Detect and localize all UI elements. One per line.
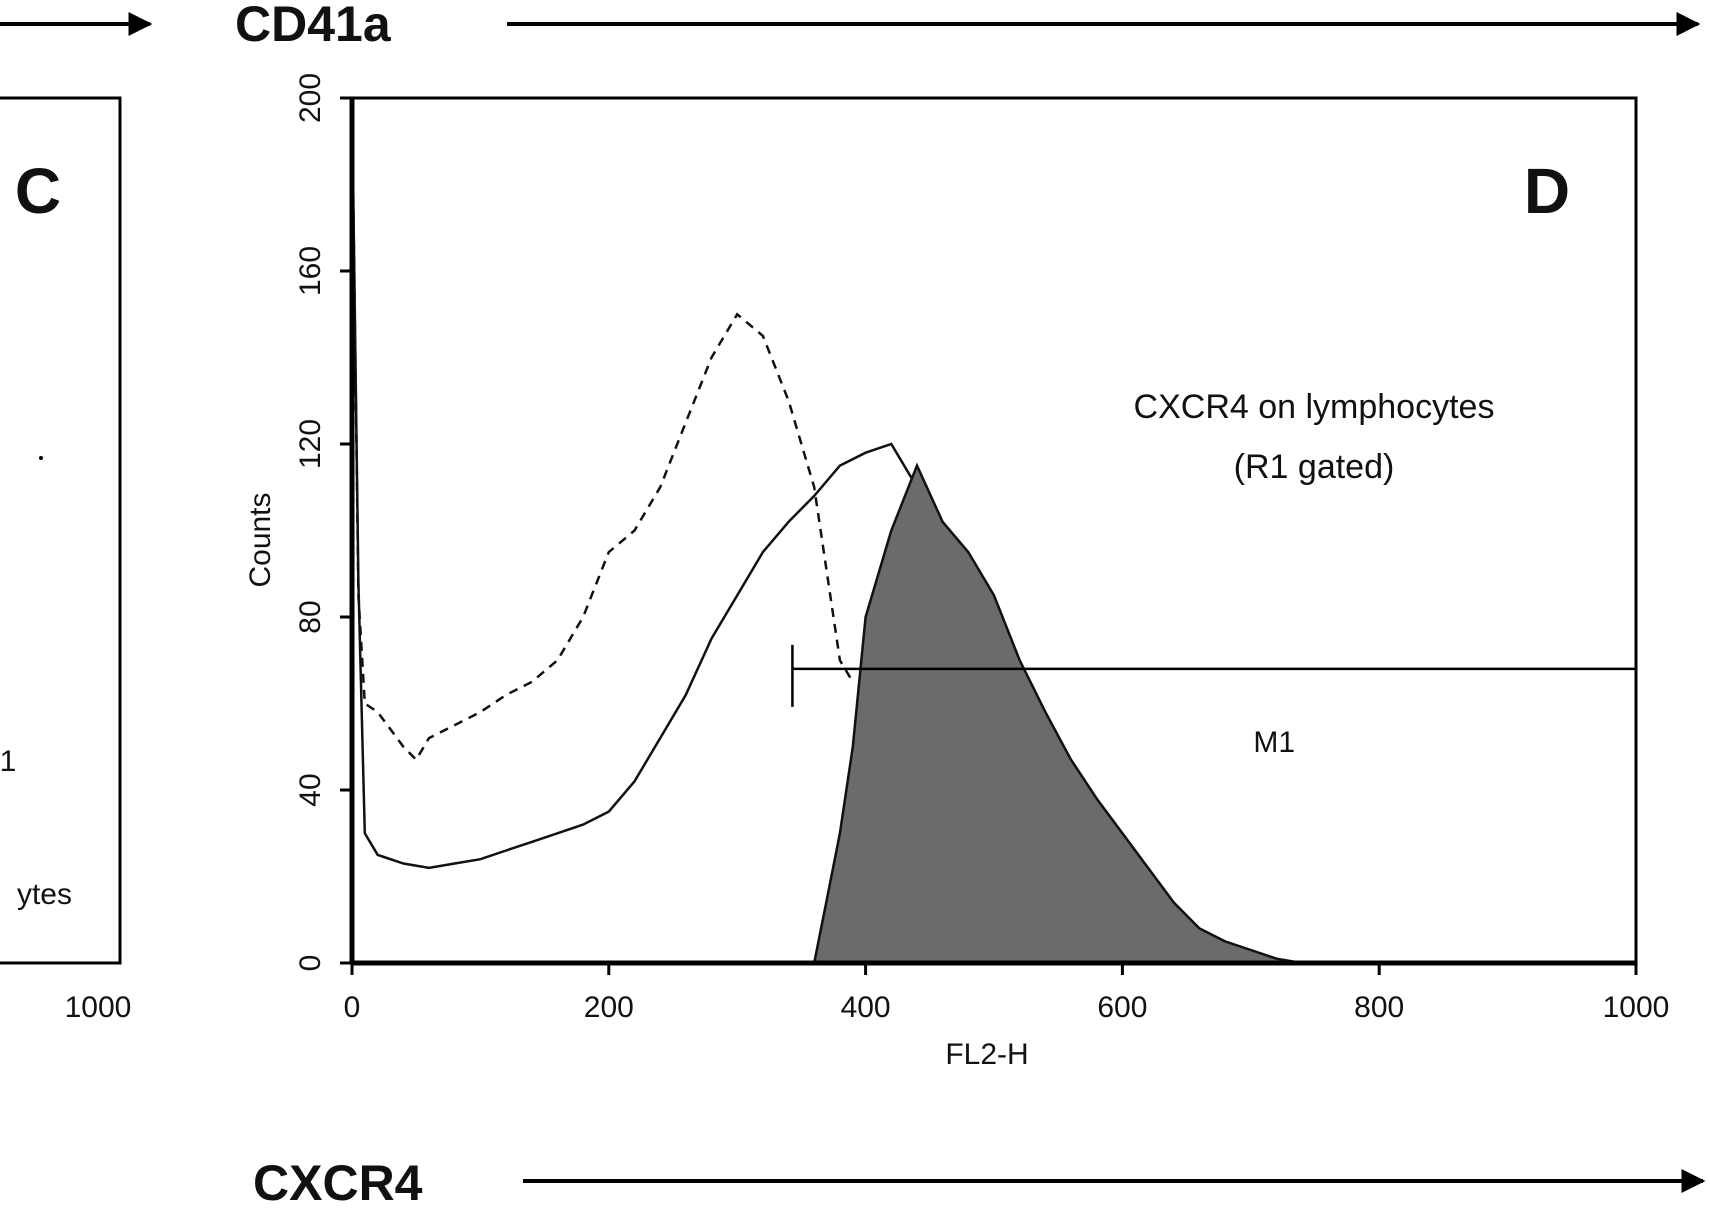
- panel-label: D: [1524, 155, 1570, 227]
- x-tick-label: 1000: [1603, 991, 1670, 1024]
- top-label: CD41a: [235, 0, 392, 52]
- y-tick-label: 160: [294, 246, 327, 296]
- left-panel-frame: [0, 96, 122, 965]
- histogram-filled: [812, 462, 1303, 965]
- x-tick-label: 0: [344, 991, 361, 1024]
- left-fragment: ytes: [17, 878, 72, 911]
- y-tick-label: 200: [294, 73, 327, 123]
- marker-label: M1: [1253, 726, 1295, 759]
- left-fragment: R1: [0, 745, 16, 778]
- left-panel-label: C: [15, 155, 61, 227]
- y-tick-label: 0: [294, 955, 327, 972]
- annotation: CXCR4 on lymphocytes: [1134, 388, 1495, 426]
- dot: [39, 456, 43, 460]
- x-tick-label: 800: [1354, 991, 1404, 1024]
- annotation: (R1 gated): [1234, 448, 1395, 486]
- bottom-label: CXCR4: [253, 1155, 423, 1211]
- x-tick-label: 400: [841, 991, 891, 1024]
- histogram-dashed: [350, 97, 854, 762]
- x-tick-label: 200: [584, 991, 634, 1024]
- y-axis-label: Counts: [244, 492, 277, 587]
- y-tick-label: 120: [294, 419, 327, 469]
- x-axis-label: FL2-H: [945, 1038, 1028, 1071]
- x-tick-label: 600: [1097, 991, 1147, 1024]
- y-tick-label: 40: [294, 773, 327, 806]
- left-x-tick-label: 1000: [65, 991, 132, 1024]
- histogram-solid: [350, 97, 919, 870]
- y-tick-label: 80: [294, 600, 327, 633]
